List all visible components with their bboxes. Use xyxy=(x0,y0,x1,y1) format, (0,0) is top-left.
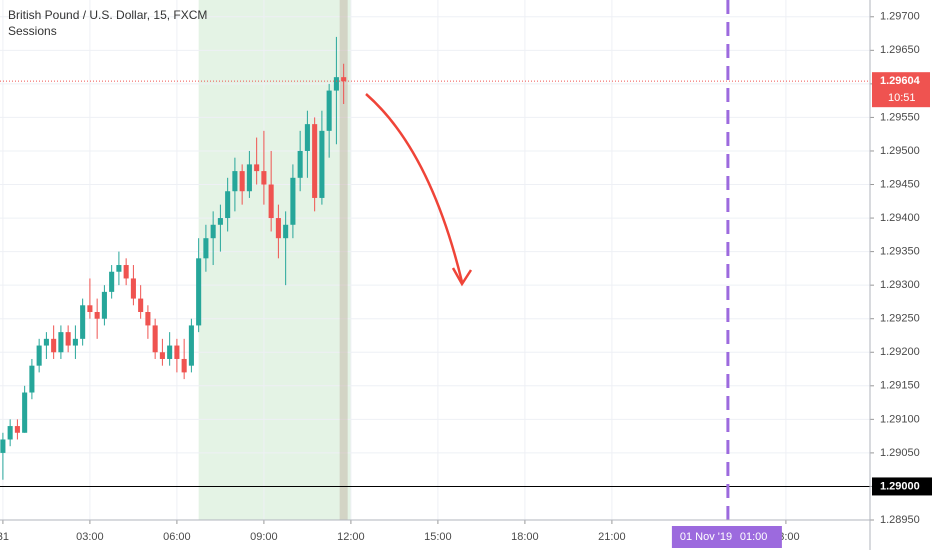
candle-body xyxy=(254,164,260,172)
crosshair-time: 01:00 xyxy=(740,531,768,543)
candle-body xyxy=(80,305,86,339)
x-tick-label: 21:00 xyxy=(598,531,626,543)
last-price-box xyxy=(872,72,930,108)
candle-body xyxy=(167,345,173,359)
candle-body xyxy=(268,184,274,219)
x-tick-label: 09:00 xyxy=(250,531,278,543)
session-band xyxy=(198,0,351,520)
candle-body xyxy=(152,325,158,353)
candle-body xyxy=(181,358,187,373)
candle-body xyxy=(275,218,281,239)
candle-body xyxy=(116,265,122,272)
candle-body xyxy=(283,224,289,239)
annotation-arrowhead xyxy=(451,267,473,287)
y-tick-label: 1.29450 xyxy=(880,178,920,190)
y-tick-label: 1.29250 xyxy=(880,313,920,325)
chart-subtitle: Sessions xyxy=(8,24,57,38)
candle-body xyxy=(232,171,238,192)
candle-body xyxy=(51,338,57,353)
crosshair-label-box xyxy=(671,526,782,548)
candle-body xyxy=(217,218,223,225)
candle-body xyxy=(261,171,267,185)
y-tick-label: 1.29700 xyxy=(880,11,920,23)
candle-body xyxy=(130,278,136,299)
current-bar-highlight xyxy=(339,0,348,520)
y-tick-label: 1.29350 xyxy=(880,246,920,258)
countdown-label: 10:51 xyxy=(888,92,916,104)
candle-body xyxy=(36,345,42,366)
candle-body xyxy=(58,332,64,353)
candle-body xyxy=(312,124,318,198)
y-tick-label: 1.29550 xyxy=(880,111,920,123)
y-tick-label: 1.29500 xyxy=(880,145,920,157)
candle-body xyxy=(319,130,325,198)
y-tick-label: 1.28950 xyxy=(880,514,920,526)
candle-body xyxy=(326,90,332,131)
candle-body xyxy=(159,352,165,359)
x-tick-label: 15:00 xyxy=(424,531,452,543)
candle-body xyxy=(290,177,296,225)
y-tick-label: 1.29300 xyxy=(880,279,920,291)
candle-body xyxy=(297,150,303,178)
candle-body xyxy=(7,426,13,440)
candle-body xyxy=(138,298,144,312)
x-tick-label: 18:00 xyxy=(511,531,539,543)
y-tick-label: 1.29100 xyxy=(880,413,920,425)
candle-body xyxy=(203,238,209,259)
candle-body xyxy=(239,171,245,192)
y-tick-label: 1.29400 xyxy=(880,212,920,224)
candle-body xyxy=(65,332,71,346)
candle-body xyxy=(87,305,93,312)
candle-body xyxy=(145,312,151,326)
candle-body xyxy=(22,392,28,433)
annotation-arrow xyxy=(365,93,464,283)
x-tick-label: 03:00 xyxy=(76,531,104,543)
candle-body xyxy=(246,164,252,192)
last-price-label: 1.29604 xyxy=(880,75,921,87)
candle-body xyxy=(29,365,35,393)
y-tick-label: 1.29650 xyxy=(880,44,920,56)
candle-body xyxy=(333,77,339,91)
candle-body xyxy=(14,426,20,433)
y-tick-label: 1.29050 xyxy=(880,447,920,459)
candle-body xyxy=(43,338,49,346)
x-tick-label: 12:00 xyxy=(337,531,365,543)
candle-body xyxy=(188,325,194,366)
candle-body xyxy=(174,345,180,359)
candle-body xyxy=(101,291,107,319)
candle-body xyxy=(0,439,6,453)
candle-body xyxy=(109,271,115,292)
level-label: 1.29000 xyxy=(880,480,920,492)
candle-body xyxy=(341,77,347,82)
candle-body xyxy=(225,191,231,219)
x-tick-label: 06:00 xyxy=(163,531,191,543)
candle-body xyxy=(210,224,216,239)
crosshair-date: 01 Nov '19 xyxy=(680,531,732,543)
candle-body xyxy=(304,124,310,151)
chart-title: British Pound / U.S. Dollar, 15, FXCM xyxy=(8,8,207,22)
y-tick-label: 1.29200 xyxy=(880,346,920,358)
candle-body xyxy=(94,312,100,319)
level-label-box xyxy=(872,477,932,496)
candle-body xyxy=(196,258,202,326)
x-tick-label: 31 xyxy=(0,531,9,543)
candle-body xyxy=(72,338,78,346)
candle-body xyxy=(123,265,129,279)
y-tick-label: 1.29150 xyxy=(880,380,920,392)
